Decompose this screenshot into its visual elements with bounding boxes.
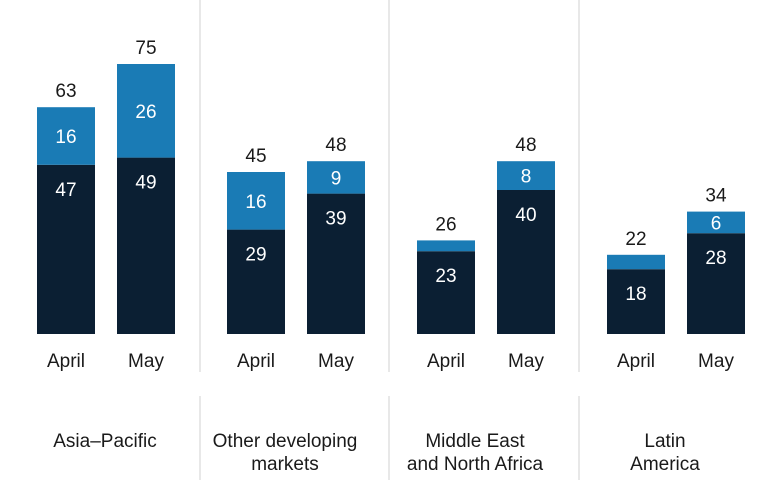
bar-value-bottom-label: 28 — [705, 248, 726, 269]
region-label: Asia–Pacific — [53, 431, 157, 452]
month-tick-label: April — [427, 351, 465, 372]
bar-segment-top — [417, 240, 475, 252]
bar-segment-top — [497, 161, 555, 190]
bar-segment-top — [687, 211, 745, 234]
bar-segment-top — [37, 107, 95, 165]
bar-value-bottom-label: 39 — [325, 209, 346, 230]
month-tick-label: May — [318, 351, 354, 372]
bar-value-bottom-label: 47 — [55, 180, 76, 201]
bar-segment-top — [607, 254, 665, 270]
bar-segment-top — [307, 161, 365, 194]
bar-total-label: 48 — [515, 135, 536, 156]
bar-segment-bottom — [687, 233, 745, 334]
bar-segment-bottom — [117, 157, 175, 334]
bar-value-bottom-label: 29 — [245, 245, 266, 266]
bar-segment-bottom — [307, 193, 365, 334]
bar-value-bottom-label: 40 — [515, 205, 536, 226]
month-tick-label: May — [698, 351, 734, 372]
region-label: Latin — [644, 431, 685, 452]
bar-segment-bottom — [227, 229, 285, 334]
bar-value-top-label: 9 — [331, 168, 342, 189]
month-tick-label: April — [617, 351, 655, 372]
region-label: and North Africa — [407, 454, 544, 475]
month-tick-label: May — [128, 351, 164, 372]
region-label: America — [630, 454, 700, 475]
bar-total-label: 26 — [435, 214, 456, 235]
bar-total-label: 22 — [625, 229, 646, 250]
bar-total-label: 48 — [325, 135, 346, 156]
bar-total-label: 63 — [55, 81, 76, 102]
bar-total-label: 45 — [245, 146, 266, 167]
bar-value-bottom-label: 23 — [435, 266, 456, 287]
bar-value-bottom-label: 18 — [625, 284, 646, 305]
region-label: Middle East — [425, 431, 525, 452]
bar-segment-bottom — [37, 164, 95, 334]
bar-value-top-label: 6 — [711, 213, 722, 234]
bar-value-top-label: 8 — [521, 167, 532, 188]
bar-segment-top — [227, 172, 285, 230]
bar-segment-bottom — [417, 251, 475, 334]
bar-value-top-label: 16 — [245, 192, 266, 213]
month-tick-label: April — [47, 351, 85, 372]
bar-segment-bottom — [497, 190, 555, 334]
bar-total-label: 34 — [705, 186, 727, 207]
region-label: markets — [251, 454, 319, 475]
month-tick-label: April — [237, 351, 275, 372]
bar-value-top-label: 26 — [135, 102, 156, 123]
bar-value-top-label: 16 — [55, 127, 76, 148]
bar-segment-bottom — [607, 269, 665, 334]
month-tick-label: May — [508, 351, 544, 372]
bar-segment-top — [117, 64, 175, 158]
bar-value-bottom-label: 49 — [135, 173, 156, 194]
bar-total-label: 75 — [135, 38, 156, 59]
region-label: Other developing — [213, 431, 358, 452]
